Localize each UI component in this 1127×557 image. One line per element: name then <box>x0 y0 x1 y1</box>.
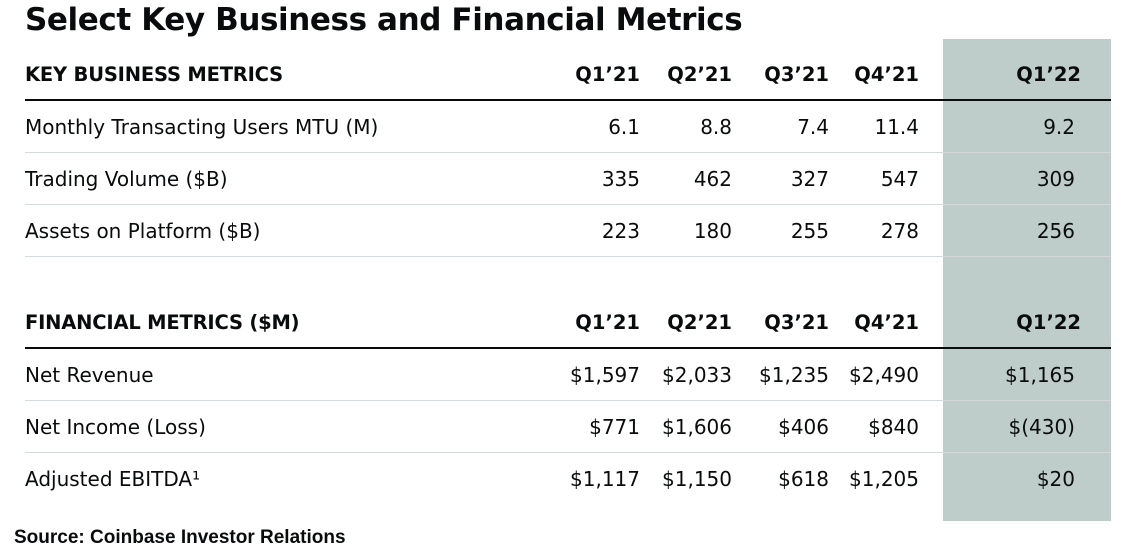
table-cell: $771 <box>589 415 640 439</box>
table-cell: 6.1 <box>608 115 640 139</box>
table-cell: 11.4 <box>874 115 919 139</box>
table-cell: $406 <box>778 415 829 439</box>
table-row: Assets on Platform ($B) 223 180 255 278 … <box>25 205 1111 257</box>
table-cell: $2,490 <box>849 363 919 387</box>
section-header: FINANCIAL METRICS ($M) <box>25 311 300 334</box>
column-header: Q1’21 <box>575 311 640 334</box>
table-cell: $1,205 <box>849 467 919 491</box>
table-cell: $840 <box>868 415 919 439</box>
table-row: Net Revenue $1,597 $2,033 $1,235 $2,490 … <box>25 349 1111 401</box>
table-cell: $1,597 <box>570 363 640 387</box>
table-cell: 462 <box>693 167 732 191</box>
table-row: Adjusted EBITDA¹ $1,117 $1,150 $618 $1,2… <box>25 453 1111 505</box>
table-cell: 256 <box>1036 219 1075 243</box>
table-cell: $2,033 <box>662 363 732 387</box>
column-header: Q1’21 <box>575 63 640 86</box>
column-header: Q3’21 <box>764 311 829 334</box>
table-cell: $1,235 <box>759 363 829 387</box>
column-header: Q4’21 <box>854 63 919 86</box>
table-cell: 8.8 <box>700 115 732 139</box>
table-cell: 278 <box>880 219 919 243</box>
table-cell: 547 <box>880 167 919 191</box>
column-header: Q2’21 <box>667 311 732 334</box>
table-cell: $20 <box>1036 467 1075 491</box>
table-row: Monthly Transacting Users MTU (M) 6.1 8.… <box>25 101 1111 153</box>
row-label: Assets on Platform ($B) <box>25 219 261 243</box>
section-header: KEY BUSINESS METRICS <box>25 63 283 86</box>
table-cell: 255 <box>790 219 829 243</box>
table-cell: $1,606 <box>662 415 732 439</box>
table-cell: 9.2 <box>1043 115 1075 139</box>
column-header: Q3’21 <box>764 63 829 86</box>
table-cell: 327 <box>790 167 829 191</box>
column-header: Q1’22 <box>1016 63 1081 86</box>
column-header: Q2’21 <box>667 63 732 86</box>
table-cell: $1,150 <box>662 467 732 491</box>
table-cell: $618 <box>778 467 829 491</box>
row-label: Trading Volume ($B) <box>25 167 228 191</box>
row-label: Net Revenue <box>25 363 154 387</box>
column-header: Q1’22 <box>1016 311 1081 334</box>
financial-header-row: FINANCIAL METRICS ($M) Q1’21 Q2’21 Q3’21… <box>25 297 1111 349</box>
source-note: Source: Coinbase Investor Relations <box>14 527 346 548</box>
metrics-panel: Select Key Business and Financial Metric… <box>25 2 1111 521</box>
table-cell: $(430) <box>1008 415 1075 439</box>
table-row: Trading Volume ($B) 335 462 327 547 309 <box>25 153 1111 205</box>
table-cell: 7.4 <box>797 115 829 139</box>
row-label: Net Income (Loss) <box>25 415 206 439</box>
table-row: Net Income (Loss) $771 $1,606 $406 $840 … <box>25 401 1111 453</box>
table-cell: 309 <box>1036 167 1075 191</box>
table-cell: 223 <box>601 219 640 243</box>
table-cell: 335 <box>601 167 640 191</box>
key-business-header-row: KEY BUSINESS METRICS Q1’21 Q2’21 Q3’21 Q… <box>25 49 1111 101</box>
table-cell: $1,165 <box>1005 363 1075 387</box>
table-cell: 180 <box>693 219 732 243</box>
row-label: Adjusted EBITDA¹ <box>25 467 201 491</box>
table-cell: $1,117 <box>570 467 640 491</box>
q1-22-highlight-column <box>943 39 1111 521</box>
column-header: Q4’21 <box>854 311 919 334</box>
row-label: Monthly Transacting Users MTU (M) <box>25 115 379 139</box>
page-title: Select Key Business and Financial Metric… <box>25 2 743 38</box>
